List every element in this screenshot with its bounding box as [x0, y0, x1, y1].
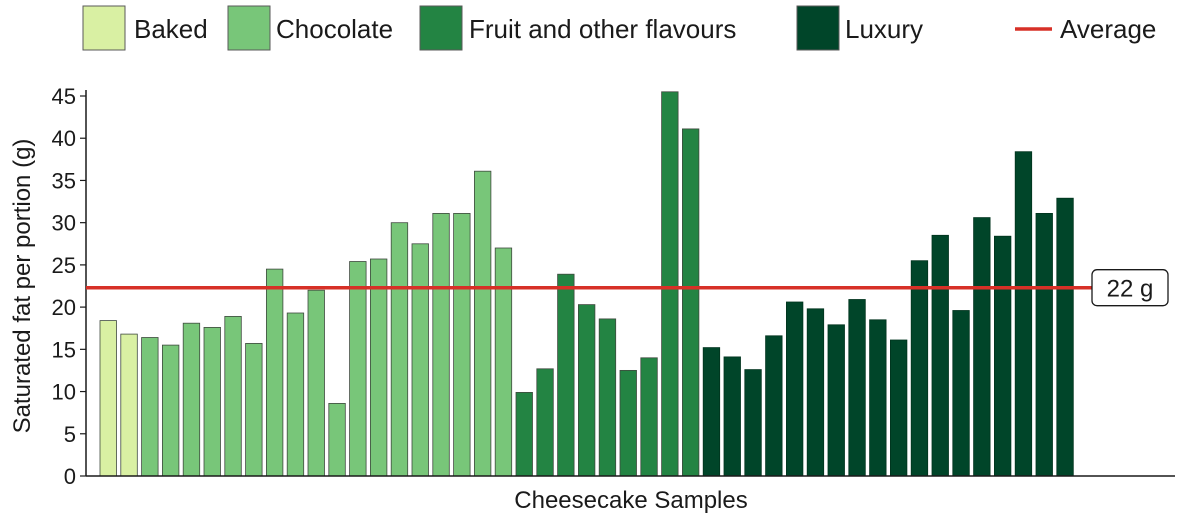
legend-label-4: Luxury — [845, 14, 923, 44]
average-label: 22 g — [1107, 276, 1154, 303]
bar-2-8 — [286, 312, 305, 477]
y-axis-title: Saturated fat per portion (g) — [9, 139, 36, 434]
y-tick-label-30: 30 — [52, 211, 76, 236]
bar-1-1 — [99, 320, 117, 477]
bar-4-4 — [765, 335, 783, 477]
bar-4-2 — [723, 356, 741, 477]
bar-3-4 — [578, 304, 596, 477]
bar-2-13 — [390, 222, 409, 477]
legend-label-3: Fruit and other flavours — [469, 14, 736, 44]
bar-3-5 — [598, 318, 617, 477]
legend-swatch-1 — [82, 5, 126, 51]
bar-4-14 — [973, 217, 991, 477]
bar-4-12 — [931, 234, 949, 477]
legend-label-2: Chocolate — [276, 14, 393, 44]
bar-4-5 — [786, 301, 804, 477]
y-tick-label-10: 10 — [52, 380, 76, 405]
bar-2-18 — [494, 247, 513, 477]
bar-2-14 — [411, 243, 429, 477]
bar-3-3 — [557, 273, 575, 477]
bar-2-5 — [224, 315, 242, 477]
bar-2-6 — [245, 342, 263, 477]
legend-swatch-2 — [227, 5, 271, 51]
bar-2-4 — [203, 326, 221, 477]
y-tick-label-15: 15 — [52, 337, 76, 362]
legend-label-average: Average — [1060, 14, 1156, 44]
y-tick-label-45: 45 — [52, 84, 76, 109]
x-axis-title: Cheesecake Samples — [514, 487, 747, 514]
bar-4-11 — [910, 260, 929, 477]
bar-2-17 — [473, 170, 492, 477]
bar-3-6 — [619, 369, 637, 477]
bar-4-8 — [848, 299, 866, 477]
y-tick-label-0: 0 — [64, 464, 76, 489]
bar-2-15 — [432, 212, 450, 477]
bar-2-1 — [141, 337, 159, 477]
bar-1-2 — [120, 333, 138, 477]
bar-4-9 — [869, 319, 887, 477]
bar-4-7 — [827, 324, 845, 477]
y-tick-label-20: 20 — [52, 295, 76, 320]
y-tick-label-5: 5 — [64, 422, 76, 447]
bar-2-3 — [182, 322, 201, 477]
legend-label-1: Baked — [134, 14, 208, 44]
legend-swatch-3 — [419, 5, 463, 51]
bar-2-10 — [328, 402, 346, 477]
bar-4-13 — [952, 310, 970, 477]
y-tick-label-35: 35 — [52, 168, 76, 193]
bar-2-16 — [453, 212, 471, 477]
y-tick-label-40: 40 — [52, 126, 76, 151]
bar-3-7 — [640, 357, 658, 477]
bar-2-2 — [161, 344, 180, 477]
legend-swatch-4 — [796, 5, 840, 51]
bar-4-3 — [744, 369, 762, 477]
bar-3-8 — [661, 91, 679, 477]
bar-3-1 — [515, 391, 533, 477]
bar-2-7 — [265, 268, 284, 477]
bar-3-2 — [536, 368, 554, 477]
bar-2-11 — [349, 261, 367, 477]
bar-4-10 — [890, 339, 908, 477]
average-label-box — [1091, 269, 1169, 307]
bar-4-15 — [994, 235, 1012, 477]
bar-4-1 — [702, 347, 721, 477]
bar-4-16 — [1014, 151, 1033, 477]
bar-3-9 — [682, 128, 700, 477]
bar-4-17 — [1035, 212, 1053, 477]
bar-4-6 — [806, 308, 825, 477]
bar-4-18 — [1056, 197, 1074, 477]
y-tick-label-25: 25 — [52, 253, 76, 278]
bar-2-12 — [369, 258, 388, 477]
bar-2-9 — [307, 289, 325, 477]
